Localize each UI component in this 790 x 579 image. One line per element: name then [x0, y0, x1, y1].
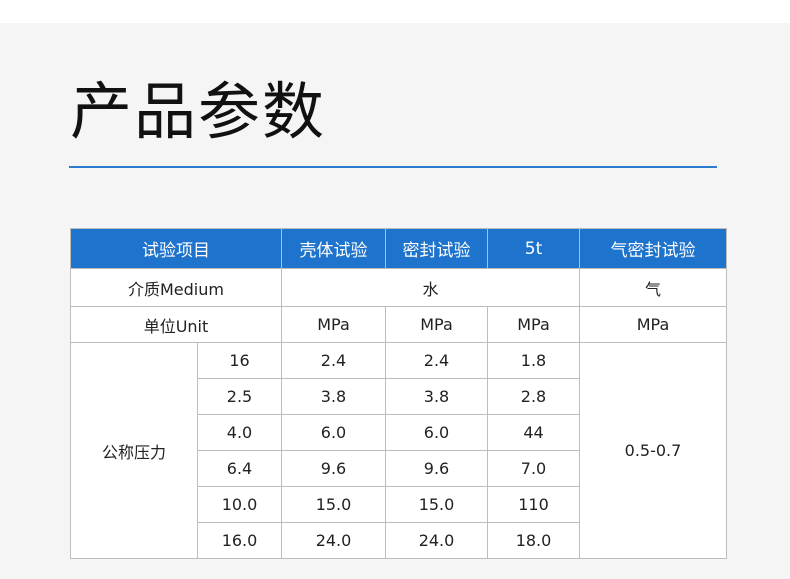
test-value-cell: 15.0 [281, 486, 386, 523]
table-row: 公称压力 16 2.4 2.4 1.8 0.5-0.7 [70, 342, 727, 559]
test-value-cell: 2.4 [385, 342, 488, 379]
unit-label: 单位Unit [70, 306, 282, 343]
pressure-label: 公称压力 [70, 342, 198, 559]
header-shell: 壳体试验 [281, 228, 386, 269]
test-value-cell: 1.8 [487, 342, 580, 379]
header-air-seal: 气密封试验 [579, 228, 727, 269]
test-value-cell: 6.0 [385, 414, 488, 451]
test-value-cell: 3.8 [385, 378, 488, 415]
test-value-cell: 7.0 [487, 450, 580, 487]
title-divider [69, 166, 717, 168]
nominal-pressure-cell: 6.4 [197, 450, 282, 487]
nominal-pressure-cell: 10.0 [197, 486, 282, 523]
test-value-cell: 6.0 [281, 414, 386, 451]
test-value-cell: 24.0 [385, 522, 488, 559]
unit-cell: MPa [487, 306, 580, 343]
test-value-cell: 9.6 [385, 450, 488, 487]
test-value-cell: 2.4 [281, 342, 386, 379]
table-row: 16.0 24.0 24.0 18.0 [71, 522, 727, 559]
table-row: 10.0 15.0 15.0 110 [71, 486, 727, 523]
test-value-cell: 2.8 [487, 378, 580, 415]
medium-label: 介质Medium [70, 268, 282, 307]
test-value-cell: 3.8 [281, 378, 386, 415]
test-value-cell: 110 [487, 486, 580, 523]
medium-water: 水 [281, 268, 580, 307]
nominal-pressure-cell: 2.5 [197, 378, 282, 415]
nominal-pressure-cell: 16 [197, 342, 282, 379]
page-title: 产品参数 [70, 75, 327, 148]
table-row: 2.5 3.8 3.8 2.8 [71, 378, 727, 415]
test-value-cell: 24.0 [281, 522, 386, 559]
table-row: 6.4 9.6 9.6 7.0 [71, 450, 727, 487]
nominal-pressure-cell: 16.0 [197, 522, 282, 559]
header-seal: 密封试验 [385, 228, 488, 269]
table-row: 4.0 6.0 6.0 44 [71, 414, 727, 451]
unit-cell: MPa [385, 306, 488, 343]
top-strip [0, 0, 790, 23]
header-5t: 5t [487, 228, 580, 269]
nominal-pressure-cell: 4.0 [197, 414, 282, 451]
unit-cell: MPa [579, 306, 727, 343]
header-item: 试验项目 [70, 228, 282, 269]
parameter-table: 试验项目 壳体试验 密封试验 5t 气密封试验 介质Medium 水 气 单位U… [70, 228, 727, 559]
test-value-cell: 44 [487, 414, 580, 451]
test-value-cell: 15.0 [385, 486, 488, 523]
air-pressure-range: 0.5-0.7 [579, 342, 727, 559]
test-value-cell: 9.6 [281, 450, 386, 487]
unit-cell: MPa [281, 306, 386, 343]
medium-air: 气 [579, 268, 727, 307]
test-value-cell: 18.0 [487, 522, 580, 559]
